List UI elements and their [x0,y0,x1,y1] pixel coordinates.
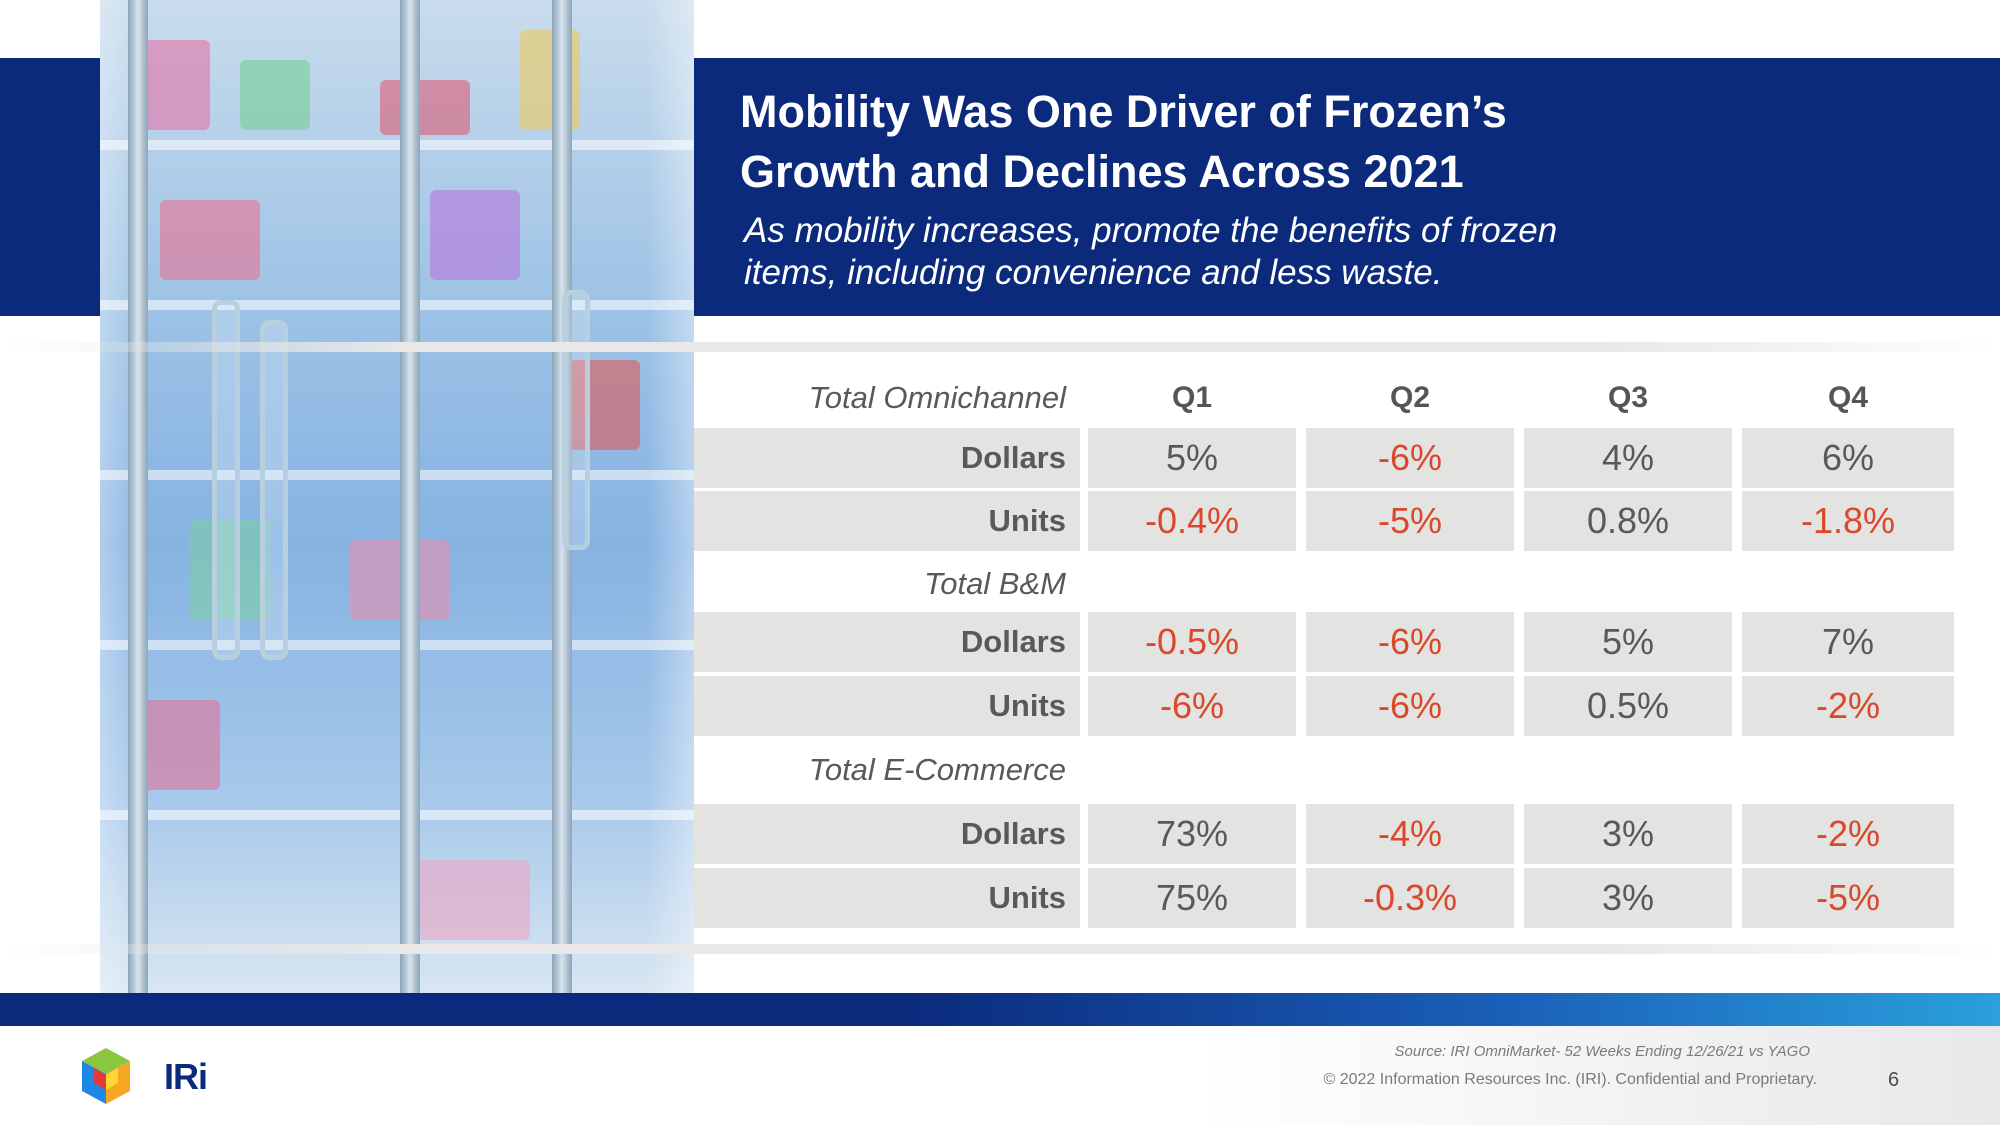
value-cell: -4% [1306,804,1514,864]
value-cell: -2% [1742,676,1954,736]
value-cell: 0.5% [1524,676,1732,736]
value-cell: -6% [1306,612,1514,672]
table-bottom-divider [0,944,2000,954]
value-cell: -1.8% [1742,491,1954,551]
subtitle-line-1: As mobility increases, promote the benef… [744,211,1558,250]
value-cell: 73% [1088,804,1296,864]
value-cell: 75% [1088,868,1296,928]
value-cell: 6% [1742,428,1954,488]
footer-gradient-bar [0,993,2000,1026]
value-cell: -6% [1088,676,1296,736]
row-label-dollars: Dollars [694,804,1080,864]
value-cell: 5% [1088,428,1296,488]
value-cell: 3% [1524,804,1732,864]
row-label-units: Units [694,491,1080,551]
group-label-ecommerce: Total E-Commerce [808,752,1066,787]
freezer-photo [100,0,694,993]
source-note: Source: IRI OmniMarket- 52 Weeks Ending … [1394,1043,1810,1060]
page-subtitle: As mobility increases, promote the benef… [744,210,1944,294]
value-cell: 4% [1524,428,1732,488]
value-cell: -5% [1306,491,1514,551]
iri-logo-text: IRi [164,1056,208,1097]
title-line-1: Mobility Was One Driver of Frozen’s [740,86,1507,137]
page-title: Mobility Was One Driver of Frozen’s Grow… [740,82,1940,202]
copyright-note: © 2022 Information Resources Inc. (IRI).… [1323,1071,1818,1088]
value-cell: 3% [1524,868,1732,928]
footer [0,1026,2000,1125]
row-label-dollars: Dollars [694,612,1080,672]
iri-logo-cube-icon [82,1048,130,1104]
row-label-dollars: Dollars [694,428,1080,488]
value-cell: 0.8% [1524,491,1732,551]
column-header-q4: Q4 [1827,381,1869,414]
title-line-2: Growth and Declines Across 2021 [740,146,1464,197]
value-cell: -0.5% [1088,612,1296,672]
value-cell: -0.4% [1088,491,1296,551]
row-label-units: Units [694,676,1080,736]
value-cell: 5% [1524,612,1732,672]
value-cell: -6% [1306,676,1514,736]
group-label-omnichannel: Total Omnichannel [808,380,1066,415]
value-cell: -2% [1742,804,1954,864]
value-cell: 7% [1742,612,1954,672]
value-cell: -5% [1742,868,1954,928]
group-label-bm: Total B&M [924,566,1066,601]
column-header-q1: Q1 [1171,381,1213,414]
column-header-q2: Q2 [1389,381,1431,414]
row-label-units: Units [694,868,1080,928]
column-header-q3: Q3 [1607,381,1649,414]
subtitle-line-2: items, including convenience and less wa… [744,253,1443,292]
value-cell: -0.3% [1306,868,1514,928]
table-top-divider [0,342,2000,352]
page-number: 6 [1888,1069,1900,1091]
value-cell: -6% [1306,428,1514,488]
